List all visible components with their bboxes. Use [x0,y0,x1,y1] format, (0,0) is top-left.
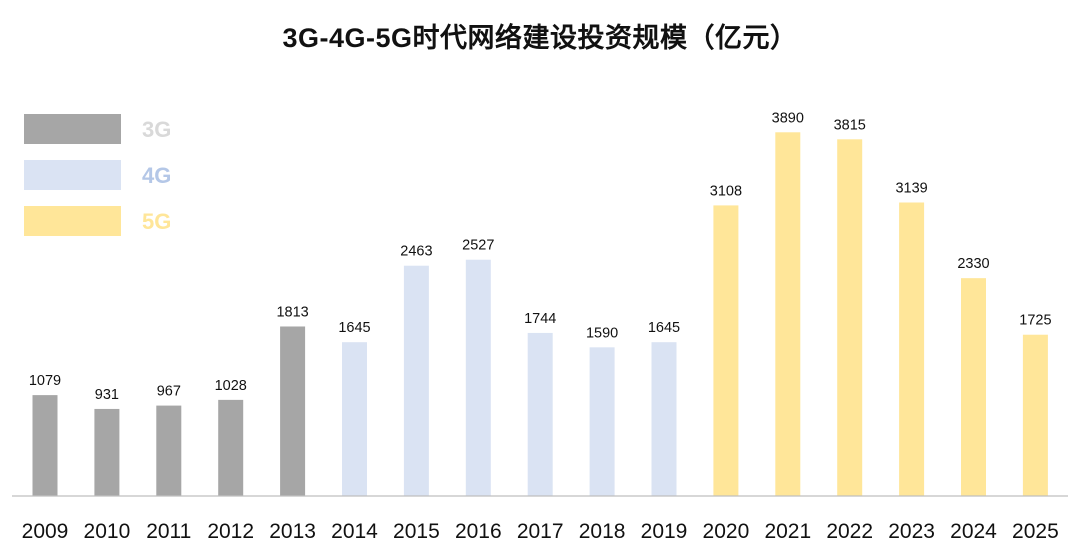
x-tick-2023: 2023 [888,520,935,543]
bar-2023 [899,202,925,497]
data-labels: 1079 931 967 1028 1813 1645 2463 2527 1744 1590 16… [29,110,1052,403]
x-tick-2012: 2012 [207,520,254,543]
x-tick-2020: 2020 [703,520,750,543]
bars [32,132,1048,497]
data-label-2015: 2463 [400,244,432,260]
bar-2011 [156,405,182,496]
data-label-2011: 967 [157,384,181,400]
bar-2021 [775,132,801,496]
data-label-2021: 3890 [772,110,804,126]
x-axis-ticks: 2009 2010 2011 2012 2013 2014 2015 2016 2017 2018… [22,520,1059,543]
legend-label-5G: 5G [142,209,171,234]
x-tick-2025: 2025 [1012,520,1059,543]
x-tick-2014: 2014 [331,520,378,543]
data-label-2012: 1028 [215,378,247,394]
data-label-2018: 1590 [586,325,618,341]
bar-2015 [403,265,429,496]
bar-2013 [280,326,306,496]
data-label-2013: 1813 [276,304,308,320]
x-tick-2019: 2019 [641,520,688,543]
legend-label-3G: 3G [142,117,171,142]
bar-2016 [465,259,491,496]
bar-2010 [94,408,120,496]
data-label-2025: 1725 [1019,313,1051,329]
data-label-2024: 2330 [957,256,989,272]
bar-2019 [651,342,677,496]
data-label-2017: 1744 [524,311,556,327]
legend-swatch-5G [24,206,121,236]
legend-label-4G: 4G [142,163,171,188]
x-tick-2015: 2015 [393,520,440,543]
bar-2014 [342,342,367,496]
bar-2009 [32,395,58,496]
legend: 3G 4G 5G [24,114,171,236]
data-label-2023: 3139 [895,181,927,197]
bar-2018 [589,347,615,496]
x-tick-2013: 2013 [269,520,316,543]
bar-2024 [961,278,986,496]
legend-swatch-3G [24,114,121,144]
bar-2012 [218,399,244,496]
x-tick-2024: 2024 [950,520,997,543]
data-label-2016: 2527 [462,238,494,254]
data-label-2014: 1645 [338,320,370,336]
x-tick-2017: 2017 [517,520,564,543]
x-tick-2021: 2021 [764,520,811,543]
x-tick-2010: 2010 [84,520,131,543]
x-tick-2016: 2016 [455,520,502,543]
chart-title: 3G-4G-5G时代网络建设投资规模（亿元） [282,23,798,53]
x-tick-2022: 2022 [826,520,873,543]
x-tick-2011: 2011 [146,520,191,543]
bar-2022 [837,139,863,497]
data-label-2009: 1079 [29,373,61,389]
bar-2025 [1022,334,1048,496]
bar-2017 [527,332,553,496]
x-tick-2009: 2009 [22,520,69,543]
data-label-2019: 1645 [648,320,680,336]
data-label-2020: 3108 [710,183,742,199]
data-label-2010: 931 [95,387,119,403]
legend-swatch-4G [24,160,121,190]
x-tick-2018: 2018 [579,520,626,543]
bar-2020 [713,205,739,497]
data-label-2022: 3815 [834,117,866,133]
